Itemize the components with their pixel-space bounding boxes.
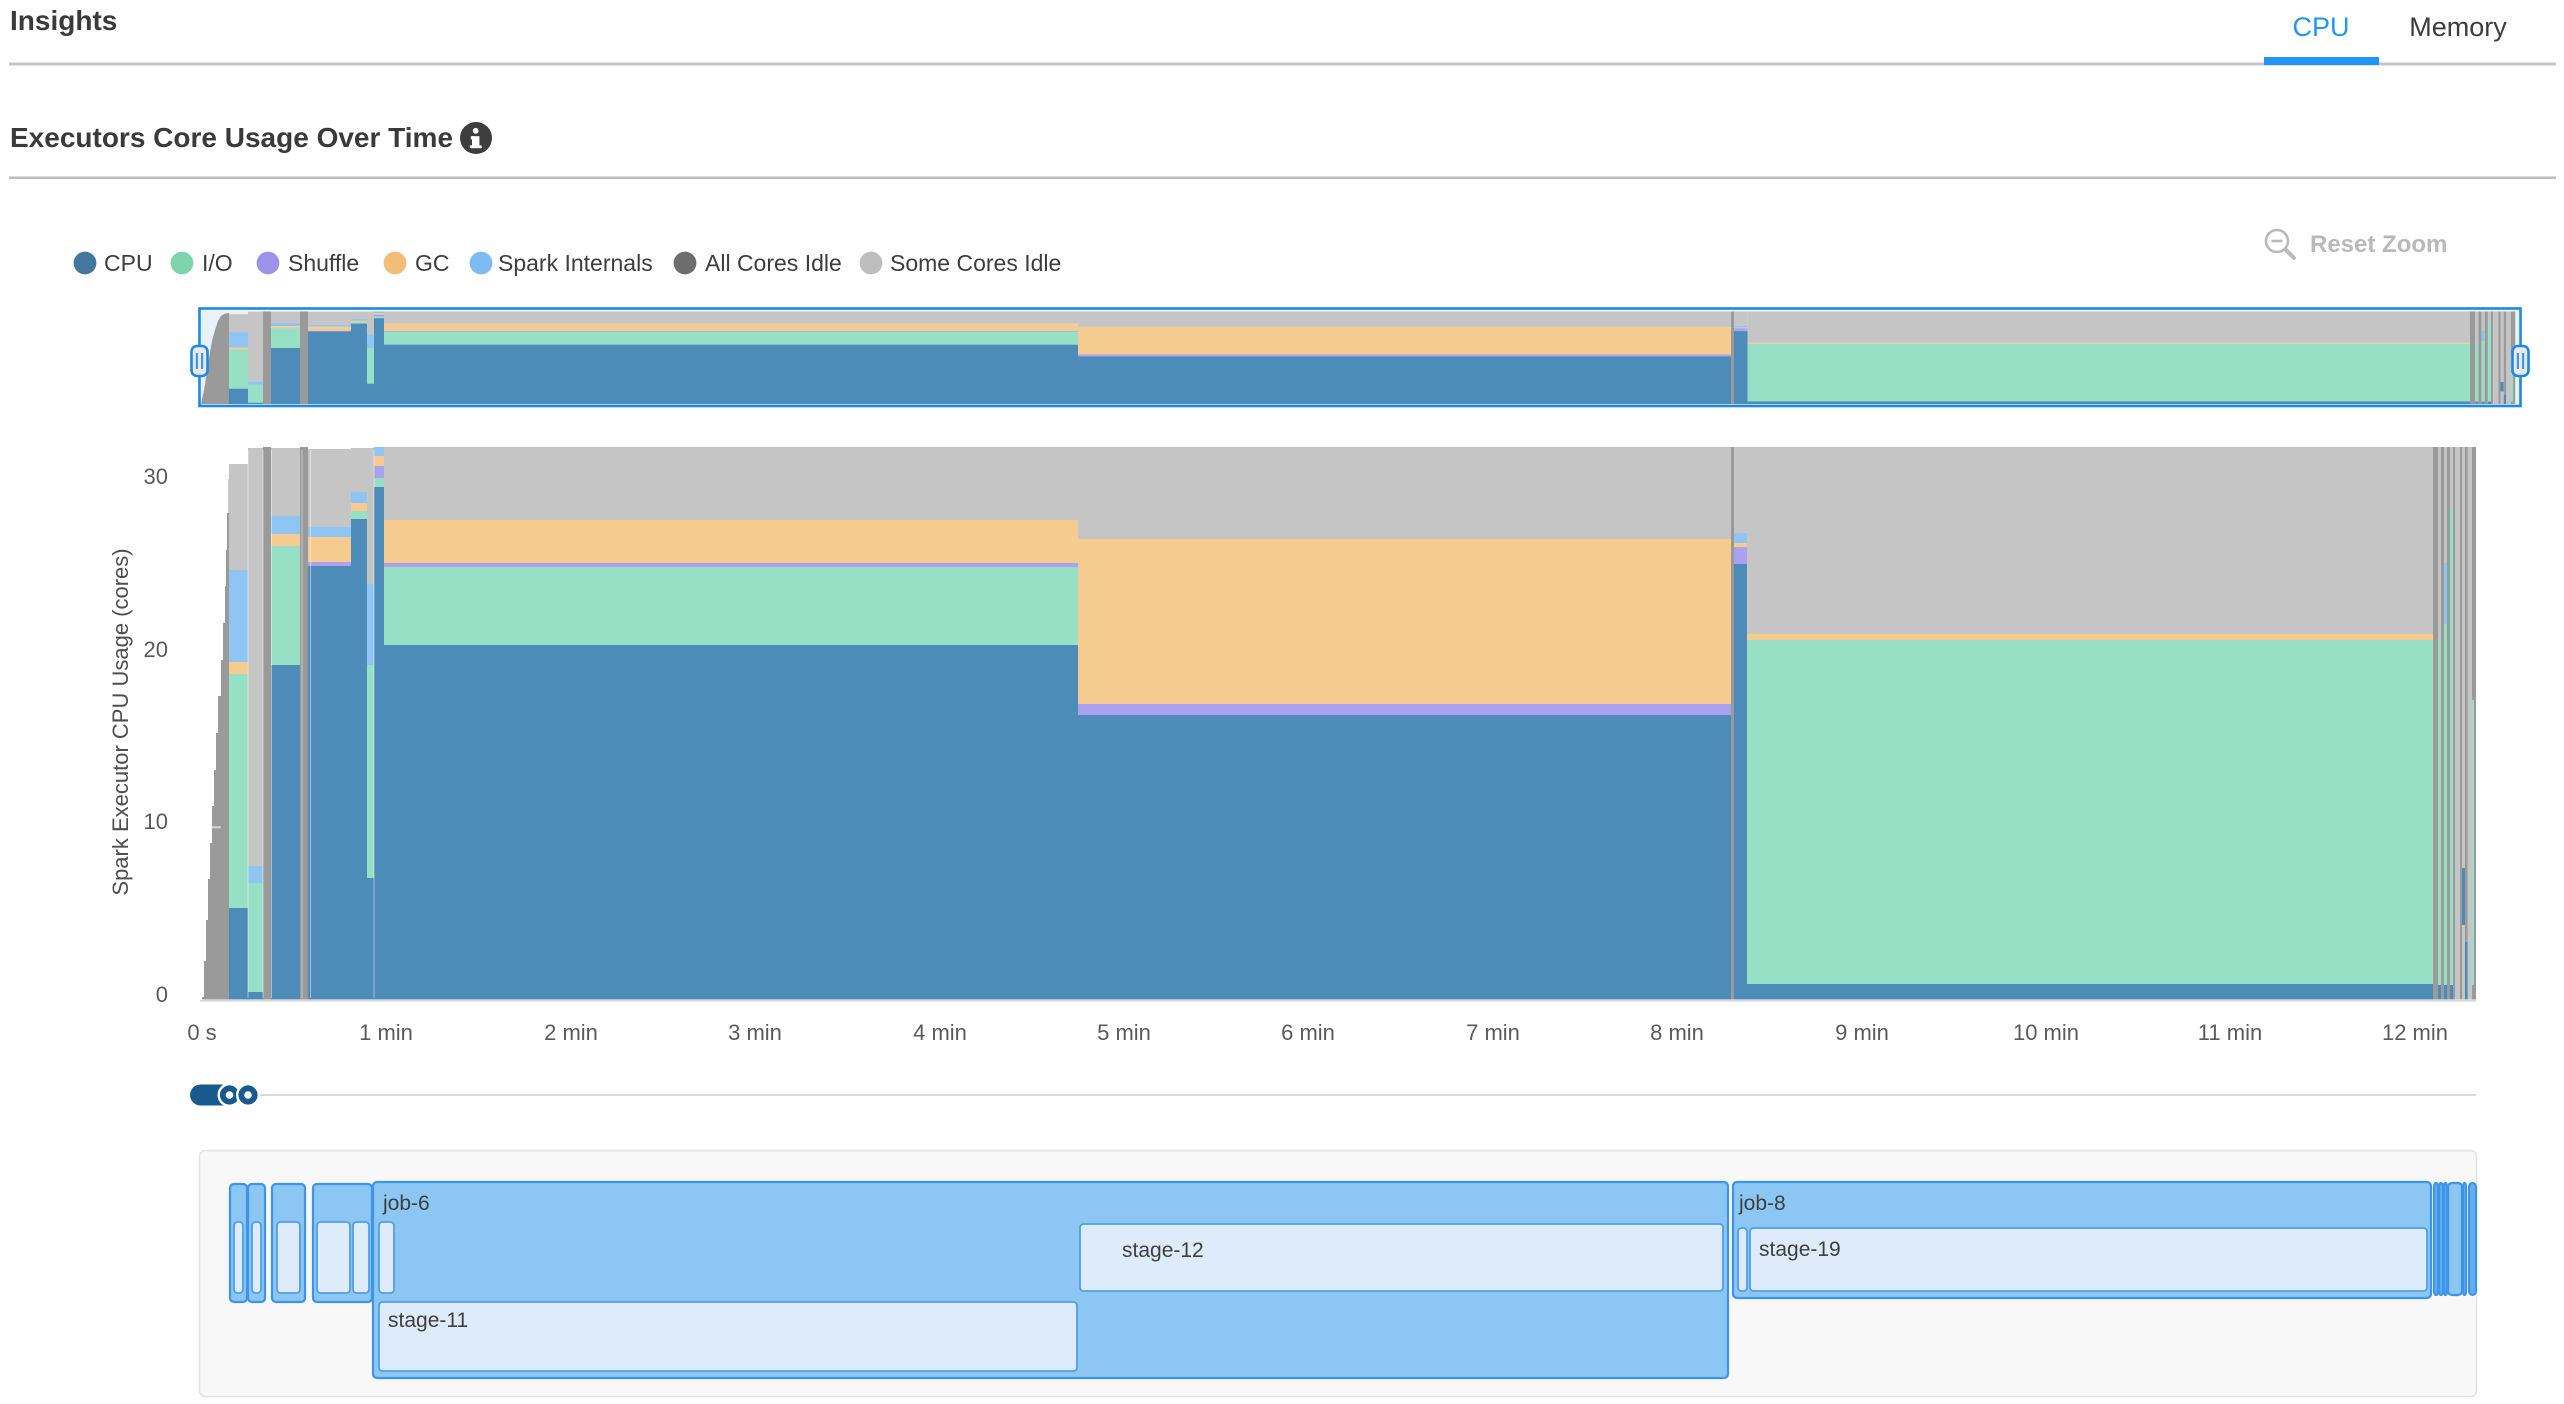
svg-text:30: 30 (144, 464, 168, 489)
svg-text:0: 0 (156, 982, 168, 1007)
svg-text:GC: GC (415, 250, 450, 276)
svg-text:11 min: 11 min (2198, 1020, 2262, 1045)
svg-text:10: 10 (144, 809, 168, 834)
svg-text:Some Cores Idle: Some Cores Idle (890, 250, 1061, 276)
svg-text:job-8: job-8 (1738, 1192, 1786, 1215)
svg-text:Shuffle: Shuffle (288, 250, 359, 276)
svg-text:stage-11: stage-11 (388, 1309, 468, 1332)
svg-text:5 min: 5 min (1097, 1020, 1151, 1045)
svg-text:6 min: 6 min (1281, 1020, 1335, 1045)
svg-text:job-6: job-6 (382, 1192, 430, 1215)
svg-text:20: 20 (144, 637, 168, 662)
svg-text:4 min: 4 min (913, 1020, 967, 1045)
svg-text:12 min: 12 min (2382, 1020, 2448, 1045)
svg-text:CPU: CPU (2292, 12, 2349, 42)
svg-text:Spark Internals: Spark Internals (498, 250, 653, 276)
svg-text:All Cores Idle: All Cores Idle (705, 250, 842, 276)
svg-text:Insights: Insights (10, 5, 117, 36)
svg-text:Reset Zoom: Reset Zoom (2310, 231, 2447, 258)
svg-text:8 min: 8 min (1650, 1020, 1704, 1045)
svg-text:9 min: 9 min (1835, 1020, 1889, 1045)
svg-text:CPU: CPU (104, 250, 153, 276)
svg-text:stage-19: stage-19 (1759, 1238, 1841, 1261)
svg-text:2 min: 2 min (544, 1020, 598, 1045)
svg-text:10 min: 10 min (2013, 1020, 2079, 1045)
svg-text:7 min: 7 min (1466, 1020, 1520, 1045)
svg-text:3 min: 3 min (728, 1020, 782, 1045)
svg-text:1 min: 1 min (359, 1020, 413, 1045)
svg-text:Memory: Memory (2409, 12, 2507, 42)
svg-text:I/O: I/O (202, 250, 233, 276)
svg-text:Executors Core Usage Over Time: Executors Core Usage Over Time (10, 122, 453, 153)
svg-text:0 s: 0 s (187, 1020, 216, 1045)
svg-text:stage-12: stage-12 (1122, 1239, 1204, 1262)
svg-text:Spark Executor CPU Usage (core: Spark Executor CPU Usage (cores) (108, 548, 133, 895)
